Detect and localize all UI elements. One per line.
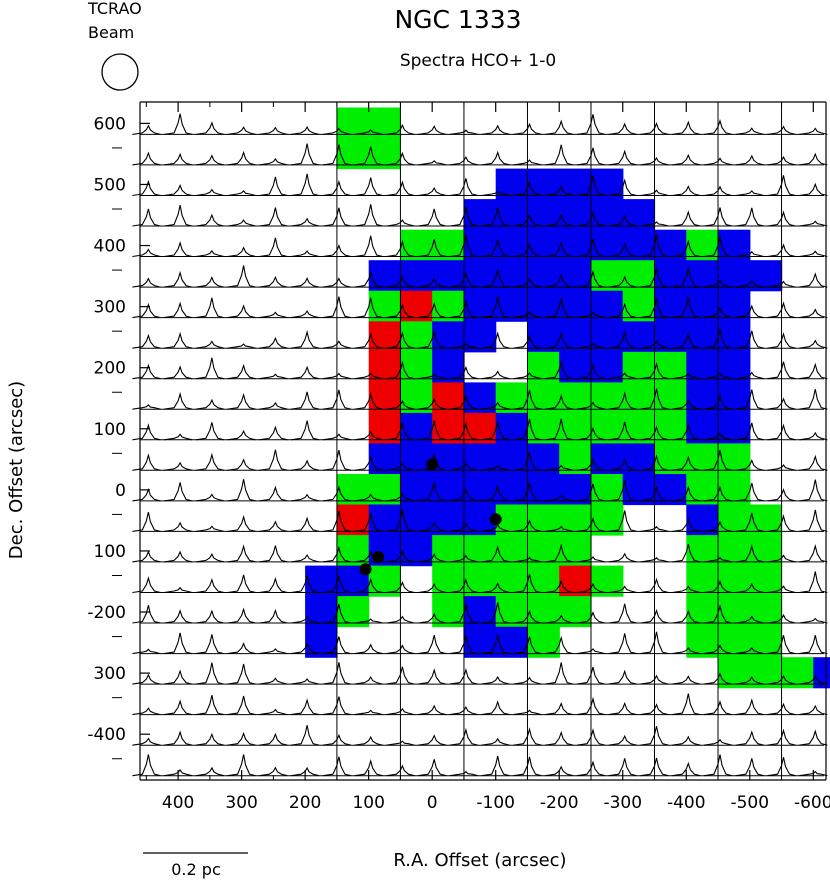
telescope-label-line1: TCRAO: [87, 0, 142, 18]
spectrum-row: [132, 725, 828, 746]
spectrum-row: [132, 543, 828, 563]
spectrum-row: [132, 328, 828, 349]
spectrum-row: [132, 113, 828, 135]
source-dot: [359, 563, 372, 576]
spectrum-row: [132, 449, 828, 471]
spectrum-row: [132, 662, 828, 685]
x-tick-label: -100: [476, 793, 515, 813]
source-dot: [489, 513, 502, 526]
y-tick-label: 500: [94, 175, 126, 195]
x-tick-label: -300: [603, 793, 642, 813]
x-tick-label: -400: [667, 793, 706, 813]
spectrum-row: [132, 204, 828, 227]
spectrum-row: [132, 265, 828, 288]
spectra-layer: [132, 113, 828, 777]
spectrum-row: [132, 143, 828, 166]
spectrum-row: [132, 234, 828, 258]
beam-circle: [101, 53, 139, 91]
axes-layer: 400 300 200 100 0 -100 -200 -300 -400 -500 -600 600…: [87, 101, 830, 813]
telescope-label-line2: Beam: [88, 23, 134, 42]
scalebar-label: 0.2 pc: [171, 860, 220, 879]
y-tick-label: 100: [94, 542, 126, 562]
chart-subtitle: Spectra HCO+ 1-0: [400, 51, 556, 71]
y-tick-label: 300: [94, 298, 126, 318]
x-tick-label: 400: [162, 793, 194, 813]
spectrum-row: [132, 418, 828, 441]
x-axis-label: R.A. Offset (arcsec): [393, 850, 566, 871]
spectrum-row: [132, 509, 828, 532]
chart-title: NGC 1333: [394, 5, 521, 34]
x-tick-label: -600: [794, 793, 830, 813]
x-tick-label: 100: [352, 793, 384, 813]
spectrum-row: [132, 602, 828, 624]
spectrum-row: [132, 173, 828, 197]
y-tick-label: 200: [94, 359, 126, 379]
x-tick-label: -500: [730, 793, 769, 813]
spectrum-row: [132, 357, 828, 380]
x-tick-label: 300: [225, 793, 257, 813]
y-tick-label: 100: [94, 420, 126, 440]
y-tick-label: 0: [115, 481, 126, 501]
spectrum-row: [132, 296, 828, 319]
x-tick-label: 0: [427, 793, 438, 813]
spectrum-row: [132, 571, 828, 594]
source-markers: [359, 458, 502, 576]
y-tick-label: 300: [94, 664, 126, 684]
y-axis-label: Dec. Offset (arcsec): [6, 381, 27, 559]
y-tick-label: 600: [94, 114, 126, 134]
y-tick-label: -400: [87, 725, 126, 745]
source-dot: [426, 458, 439, 471]
spectrum-row: [132, 631, 828, 655]
spectrum-row: [132, 754, 828, 777]
source-dot: [372, 551, 385, 564]
spectrum-row: [132, 693, 828, 716]
y-tick-label: -200: [87, 603, 126, 623]
x-tick-label: -200: [540, 793, 579, 813]
spectrum-row: [132, 388, 828, 410]
x-tick-label: 200: [289, 793, 321, 813]
y-tick-label: 400: [94, 237, 126, 257]
